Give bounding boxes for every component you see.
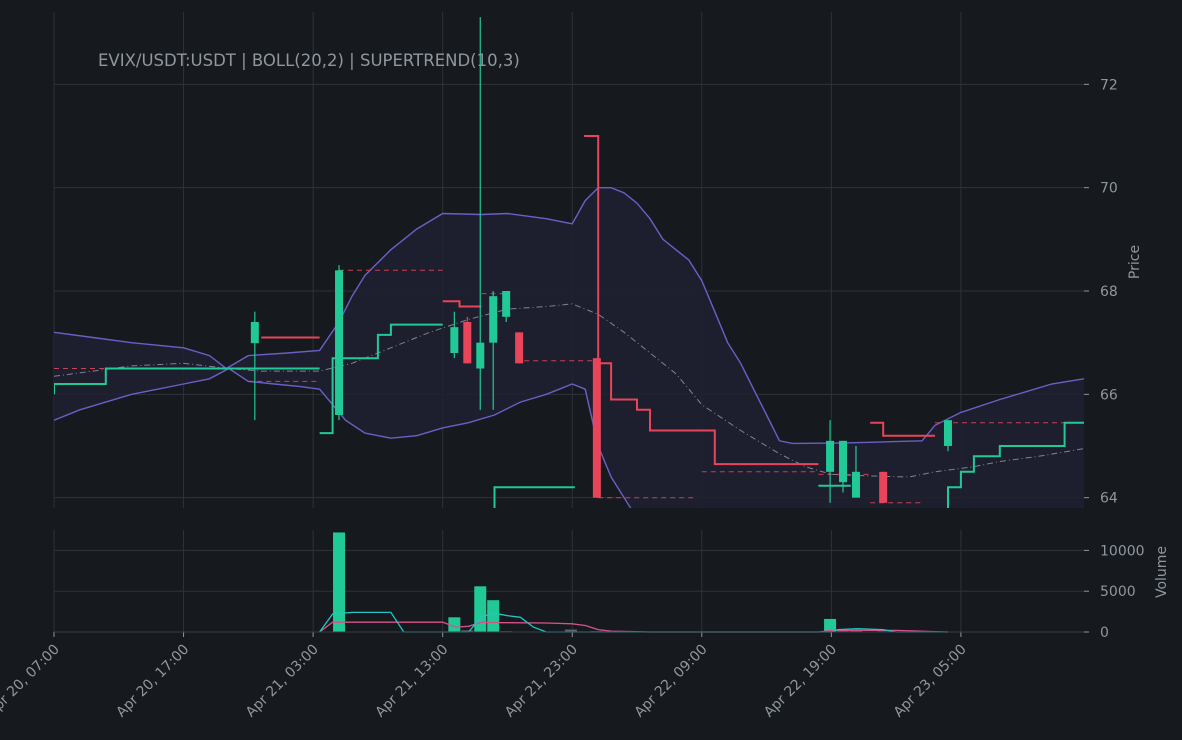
supertrend-up-line bbox=[319, 323, 443, 435]
price-tick-label: 64 bbox=[1100, 491, 1118, 507]
candle-body bbox=[250, 322, 259, 344]
candle-body bbox=[826, 440, 835, 472]
volume-tick-label: 0 bbox=[1100, 625, 1109, 641]
supertrend-down-line bbox=[598, 362, 819, 466]
volume-axis-label: Volume bbox=[1154, 546, 1170, 598]
candle-body bbox=[476, 342, 485, 369]
supertrend-up-line bbox=[493, 486, 575, 508]
volume-tick-label: 5000 bbox=[1100, 584, 1136, 600]
price-axis-label: Price bbox=[1127, 245, 1143, 279]
price-tick-label: 68 bbox=[1100, 284, 1118, 300]
volume-bar bbox=[487, 600, 500, 632]
supertrend-up-line bbox=[947, 421, 1084, 508]
volume-bar bbox=[333, 532, 346, 632]
supertrend-lines bbox=[54, 135, 1084, 508]
candle-body bbox=[489, 296, 498, 343]
volume-ma-pink-line bbox=[319, 621, 949, 633]
candle-body bbox=[335, 270, 344, 415]
volume-bar bbox=[564, 629, 577, 632]
candle-body bbox=[463, 322, 472, 364]
candle-body bbox=[592, 358, 601, 498]
supertrend-down-line bbox=[870, 421, 935, 437]
bollinger-fill bbox=[54, 187, 1084, 508]
volume-bar bbox=[849, 630, 862, 632]
candle-body bbox=[839, 440, 848, 483]
candle-body bbox=[851, 471, 860, 498]
candle-body bbox=[450, 327, 459, 353]
volume-bar bbox=[448, 617, 461, 632]
candlestick-series bbox=[250, 17, 952, 503]
bollinger-upper-line bbox=[54, 186, 1084, 445]
price-tick-label: 72 bbox=[1100, 77, 1118, 93]
bollinger-middle-line bbox=[54, 303, 1084, 478]
volume-bar bbox=[474, 586, 487, 632]
candle-body bbox=[515, 332, 524, 364]
volume-bar bbox=[837, 630, 850, 632]
volume-series bbox=[319, 532, 949, 633]
price-tick-label: 70 bbox=[1100, 181, 1118, 197]
candle-body bbox=[943, 420, 952, 446]
chart-title: EVIX/USDT:USDT | BOLL(20,2) | SUPERTREND… bbox=[98, 51, 520, 70]
volume-ma-teal-line bbox=[319, 611, 948, 633]
supertrend-up-line bbox=[54, 367, 320, 395]
price-tick-label: 66 bbox=[1100, 387, 1118, 403]
volume-bar bbox=[461, 630, 474, 632]
supertrend-down-line bbox=[442, 300, 482, 308]
volume-bar bbox=[824, 618, 837, 632]
candle-body bbox=[502, 291, 511, 317]
volume-tick-label: 10000 bbox=[1100, 543, 1145, 559]
candle-body bbox=[879, 471, 888, 503]
